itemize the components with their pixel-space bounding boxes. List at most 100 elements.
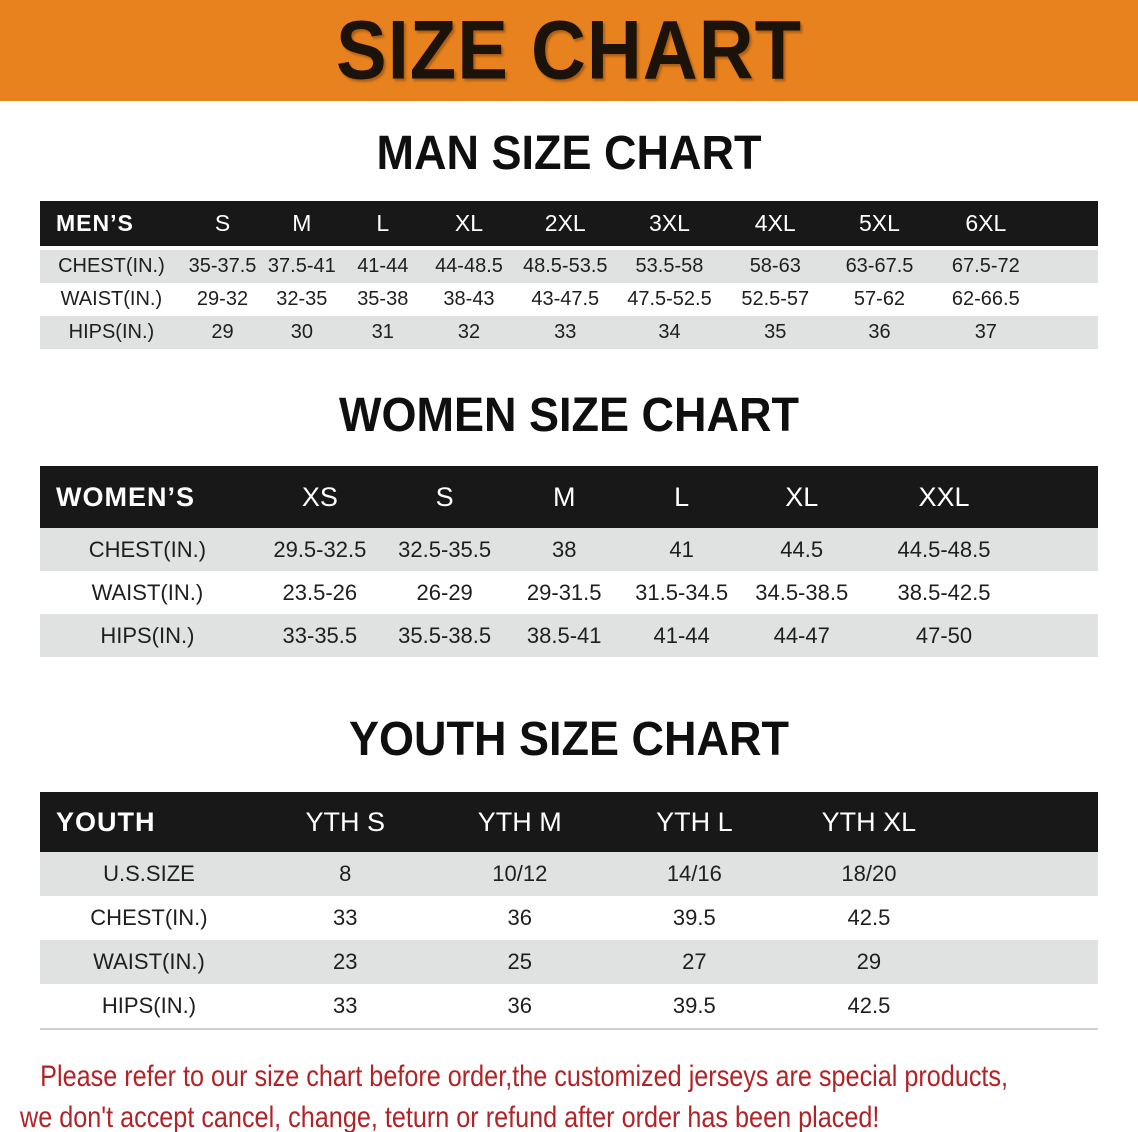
size-value-cell: 10/12	[432, 852, 608, 896]
size-value-cell: 57-62	[828, 283, 931, 316]
size-value-cell: 38.5-42.5	[864, 571, 1024, 614]
measurement-label: WAIST(IN.)	[40, 940, 258, 984]
size-value-cell: 62-66.5	[930, 283, 1041, 316]
filler-cell	[956, 940, 1098, 984]
measurement-label: HIPS(IN.)	[40, 316, 183, 349]
size-column-header: 2XL	[513, 201, 617, 250]
youth-header-row: YOUTH YTH S YTH M YTH L YTH XL	[40, 792, 1098, 852]
size-column-header: XL	[424, 201, 514, 250]
size-value-cell: 44.5	[739, 528, 865, 571]
size-value-cell: 43-47.5	[513, 283, 617, 316]
size-value-cell: 39.5	[607, 984, 782, 1029]
size-column-header: XL	[739, 466, 865, 528]
size-value-cell: 14/16	[607, 852, 782, 896]
size-value-cell: 33-35.5	[254, 614, 385, 657]
filler-cell	[956, 896, 1098, 940]
size-column-header: S	[182, 201, 263, 250]
filler-cell	[1023, 466, 1098, 528]
size-value-cell: 8	[257, 852, 433, 896]
filler-cell	[1023, 571, 1098, 614]
men-size-table: MEN’S S M L XL 2XL 3XL 4XL 5XL 6XL CHEST…	[40, 201, 1098, 349]
size-value-cell: 34.5-38.5	[739, 571, 865, 614]
filler-cell	[1040, 316, 1098, 349]
table-row: HIPS(IN.) 33-35.5 35.5-38.5 38.5-41 41-4…	[40, 614, 1098, 657]
youth-header-label: YOUTH	[40, 792, 258, 852]
size-value-cell: 33	[257, 896, 433, 940]
banner-title: SIZE CHART	[336, 3, 802, 98]
filler-cell	[1040, 201, 1098, 250]
size-value-cell: 67.5-72	[930, 248, 1041, 283]
size-column-header: YTH L	[607, 792, 782, 852]
women-section-title: WOMEN SIZE CHART	[339, 386, 799, 442]
size-value-cell: 42.5	[781, 896, 957, 940]
size-value-cell: 32.5-35.5	[384, 528, 505, 571]
table-row: CHEST(IN.) 35-37.5 37.5-41 41-44 44-48.5…	[40, 248, 1098, 283]
table-row: WAIST(IN.) 23 25 27 29	[40, 940, 1098, 984]
filler-cell	[956, 792, 1098, 852]
table-row: WAIST(IN.) 29-32 32-35 35-38 38-43 43-47…	[40, 283, 1098, 316]
size-column-header: 4XL	[722, 201, 829, 250]
size-value-cell: 38	[504, 528, 624, 571]
size-value-cell: 37	[930, 316, 1041, 349]
filler-cell	[956, 984, 1098, 1029]
size-value-cell: 23.5-26	[254, 571, 385, 614]
size-value-cell: 58-63	[722, 248, 829, 283]
size-value-cell: 44-48.5	[424, 248, 514, 283]
filler-cell	[1040, 248, 1098, 283]
size-column-header: M	[262, 201, 342, 250]
size-value-cell: 29-32	[182, 283, 263, 316]
table-row: CHEST(IN.) 29.5-32.5 32.5-35.5 38 41 44.…	[40, 528, 1098, 571]
size-value-cell: 32	[424, 316, 514, 349]
filler-cell	[1040, 283, 1098, 316]
size-value-cell: 27	[607, 940, 782, 984]
size-value-cell: 36	[828, 316, 931, 349]
size-column-header: XS	[254, 466, 385, 528]
size-value-cell: 44.5-48.5	[864, 528, 1024, 571]
size-value-cell: 35	[722, 316, 829, 349]
size-column-header: 3XL	[616, 201, 723, 250]
size-value-cell: 42.5	[781, 984, 957, 1029]
size-column-header: YTH XL	[781, 792, 957, 852]
women-size-table: WOMEN’S XS S M L XL XXL CHEST(IN.) 29.5-…	[40, 466, 1098, 657]
size-column-header: L	[623, 466, 740, 528]
size-value-cell: 29	[182, 316, 263, 349]
size-column-header: S	[384, 466, 505, 528]
size-value-cell: 35-38	[341, 283, 425, 316]
size-column-header: L	[341, 201, 425, 250]
banner: SIZE CHART	[0, 0, 1138, 101]
women-header-label: WOMEN’S	[40, 466, 255, 528]
disclaimer-text: Please refer to our size chart before or…	[20, 1056, 1138, 1132]
size-value-cell: 44-47	[739, 614, 865, 657]
filler-cell	[956, 852, 1098, 896]
size-value-cell: 52.5-57	[722, 283, 829, 316]
size-value-cell: 30	[262, 316, 342, 349]
table-row: HIPS(IN.) 33 36 39.5 42.5	[40, 984, 1098, 1029]
men-header-row: MEN’S S M L XL 2XL 3XL 4XL 5XL 6XL	[40, 201, 1098, 250]
table-row: HIPS(IN.) 29 30 31 32 33 34 35 36 37	[40, 316, 1098, 349]
size-value-cell: 47-50	[864, 614, 1024, 657]
size-value-cell: 41-44	[341, 248, 425, 283]
measurement-label: CHEST(IN.)	[40, 248, 183, 283]
measurement-label: HIPS(IN.)	[40, 984, 258, 1029]
size-value-cell: 25	[432, 940, 608, 984]
measurement-label: WAIST(IN.)	[40, 571, 255, 614]
measurement-label: CHEST(IN.)	[40, 528, 255, 571]
size-value-cell: 38.5-41	[504, 614, 624, 657]
disclaimer-line-2: we don't accept cancel, change, teturn o…	[20, 1101, 880, 1132]
size-value-cell: 41	[623, 528, 740, 571]
size-value-cell: 41-44	[623, 614, 740, 657]
size-value-cell: 18/20	[781, 852, 957, 896]
size-value-cell: 23	[257, 940, 433, 984]
size-value-cell: 33	[513, 316, 617, 349]
size-value-cell: 29	[781, 940, 957, 984]
size-value-cell: 53.5-58	[616, 248, 723, 283]
size-value-cell: 33	[257, 984, 433, 1029]
size-value-cell: 37.5-41	[262, 248, 342, 283]
size-value-cell: 29.5-32.5	[254, 528, 385, 571]
size-value-cell: 31.5-34.5	[623, 571, 740, 614]
size-value-cell: 26-29	[384, 571, 505, 614]
measurement-label: U.S.SIZE	[40, 852, 258, 896]
filler-cell	[1023, 614, 1098, 657]
women-header-row: WOMEN’S XS S M L XL XXL	[40, 466, 1098, 528]
